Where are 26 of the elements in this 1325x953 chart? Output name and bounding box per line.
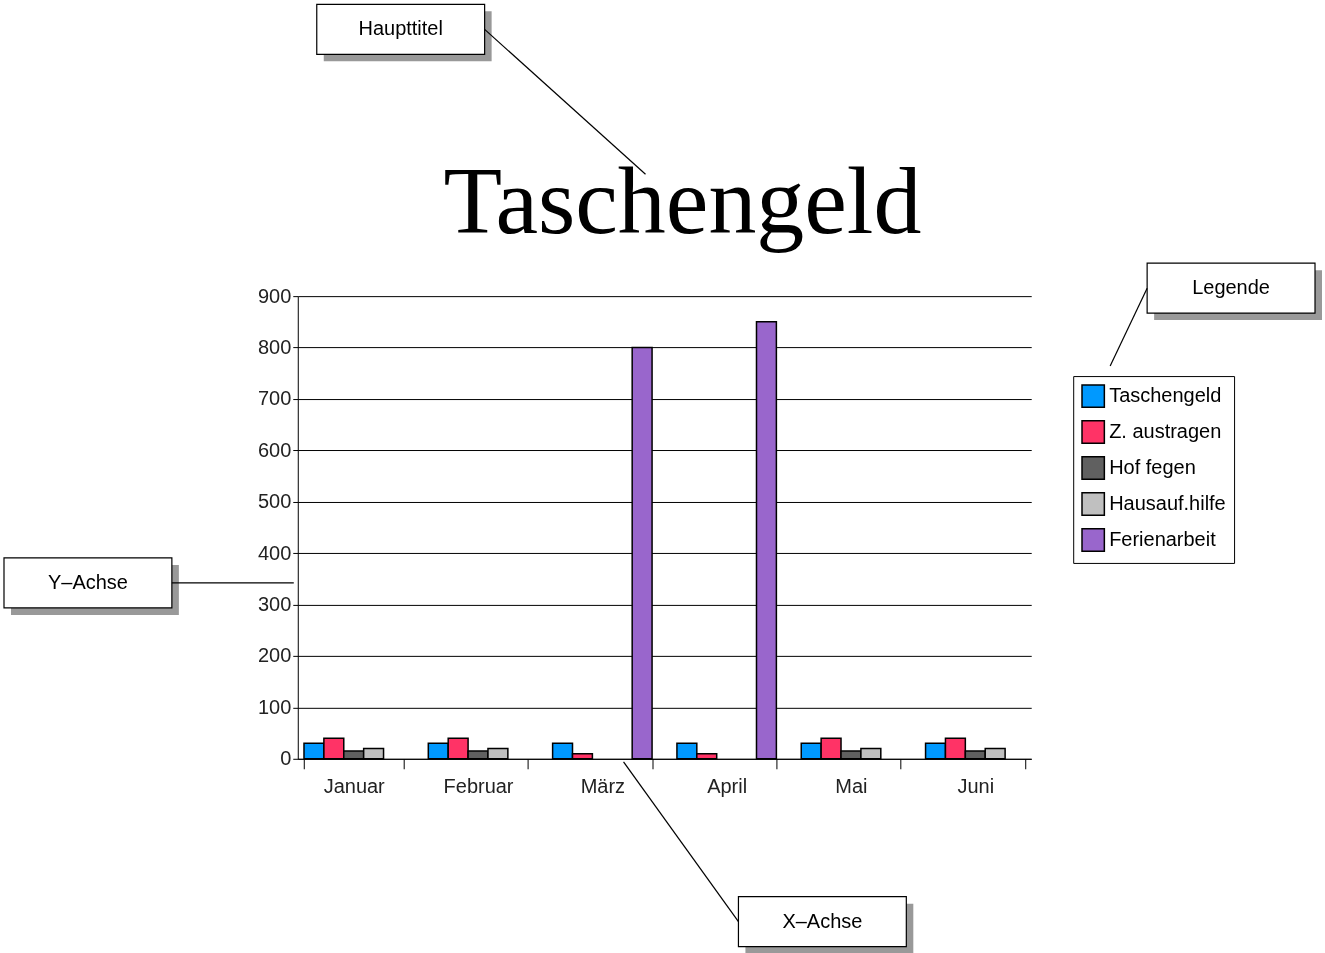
text: X–Achse (782, 909, 863, 932)
x-tick-label: März (580, 775, 626, 798)
text: Y–Achse (47, 570, 128, 593)
y-tick-label: 200 (257, 644, 292, 667)
legend-label: Taschengeld (1109, 384, 1222, 407)
y-tick-label: 600 (257, 438, 292, 461)
legend-label: Hausauf.hilfe (1109, 491, 1226, 514)
text: Haupttitel (358, 17, 443, 40)
legend-label: Ferienarbeit (1109, 527, 1217, 550)
x-tick-label: Mai (835, 775, 868, 798)
y-tick-label: 400 (257, 541, 292, 564)
x-tick-label: April (707, 775, 748, 798)
y-tick-label: 700 (257, 387, 292, 410)
y-tick-label: 900 (257, 284, 292, 307)
text: Legende (1192, 276, 1270, 299)
y-tick-label: 300 (257, 593, 292, 616)
legend-label: Hof fegen (1109, 456, 1196, 478)
y-tick-label: 0 (280, 747, 292, 770)
legend-label: Z. austragen (1109, 420, 1222, 443)
x-tick-label: Februar (443, 775, 514, 798)
x-tick-label: Januar (323, 775, 386, 798)
y-tick-label: 100 (257, 695, 292, 718)
x-tick-label: Juni (957, 775, 995, 798)
y-tick-label: 800 (257, 336, 292, 359)
chart-title: Taschengeld (443, 148, 922, 255)
y-tick-label: 500 (257, 490, 292, 513)
